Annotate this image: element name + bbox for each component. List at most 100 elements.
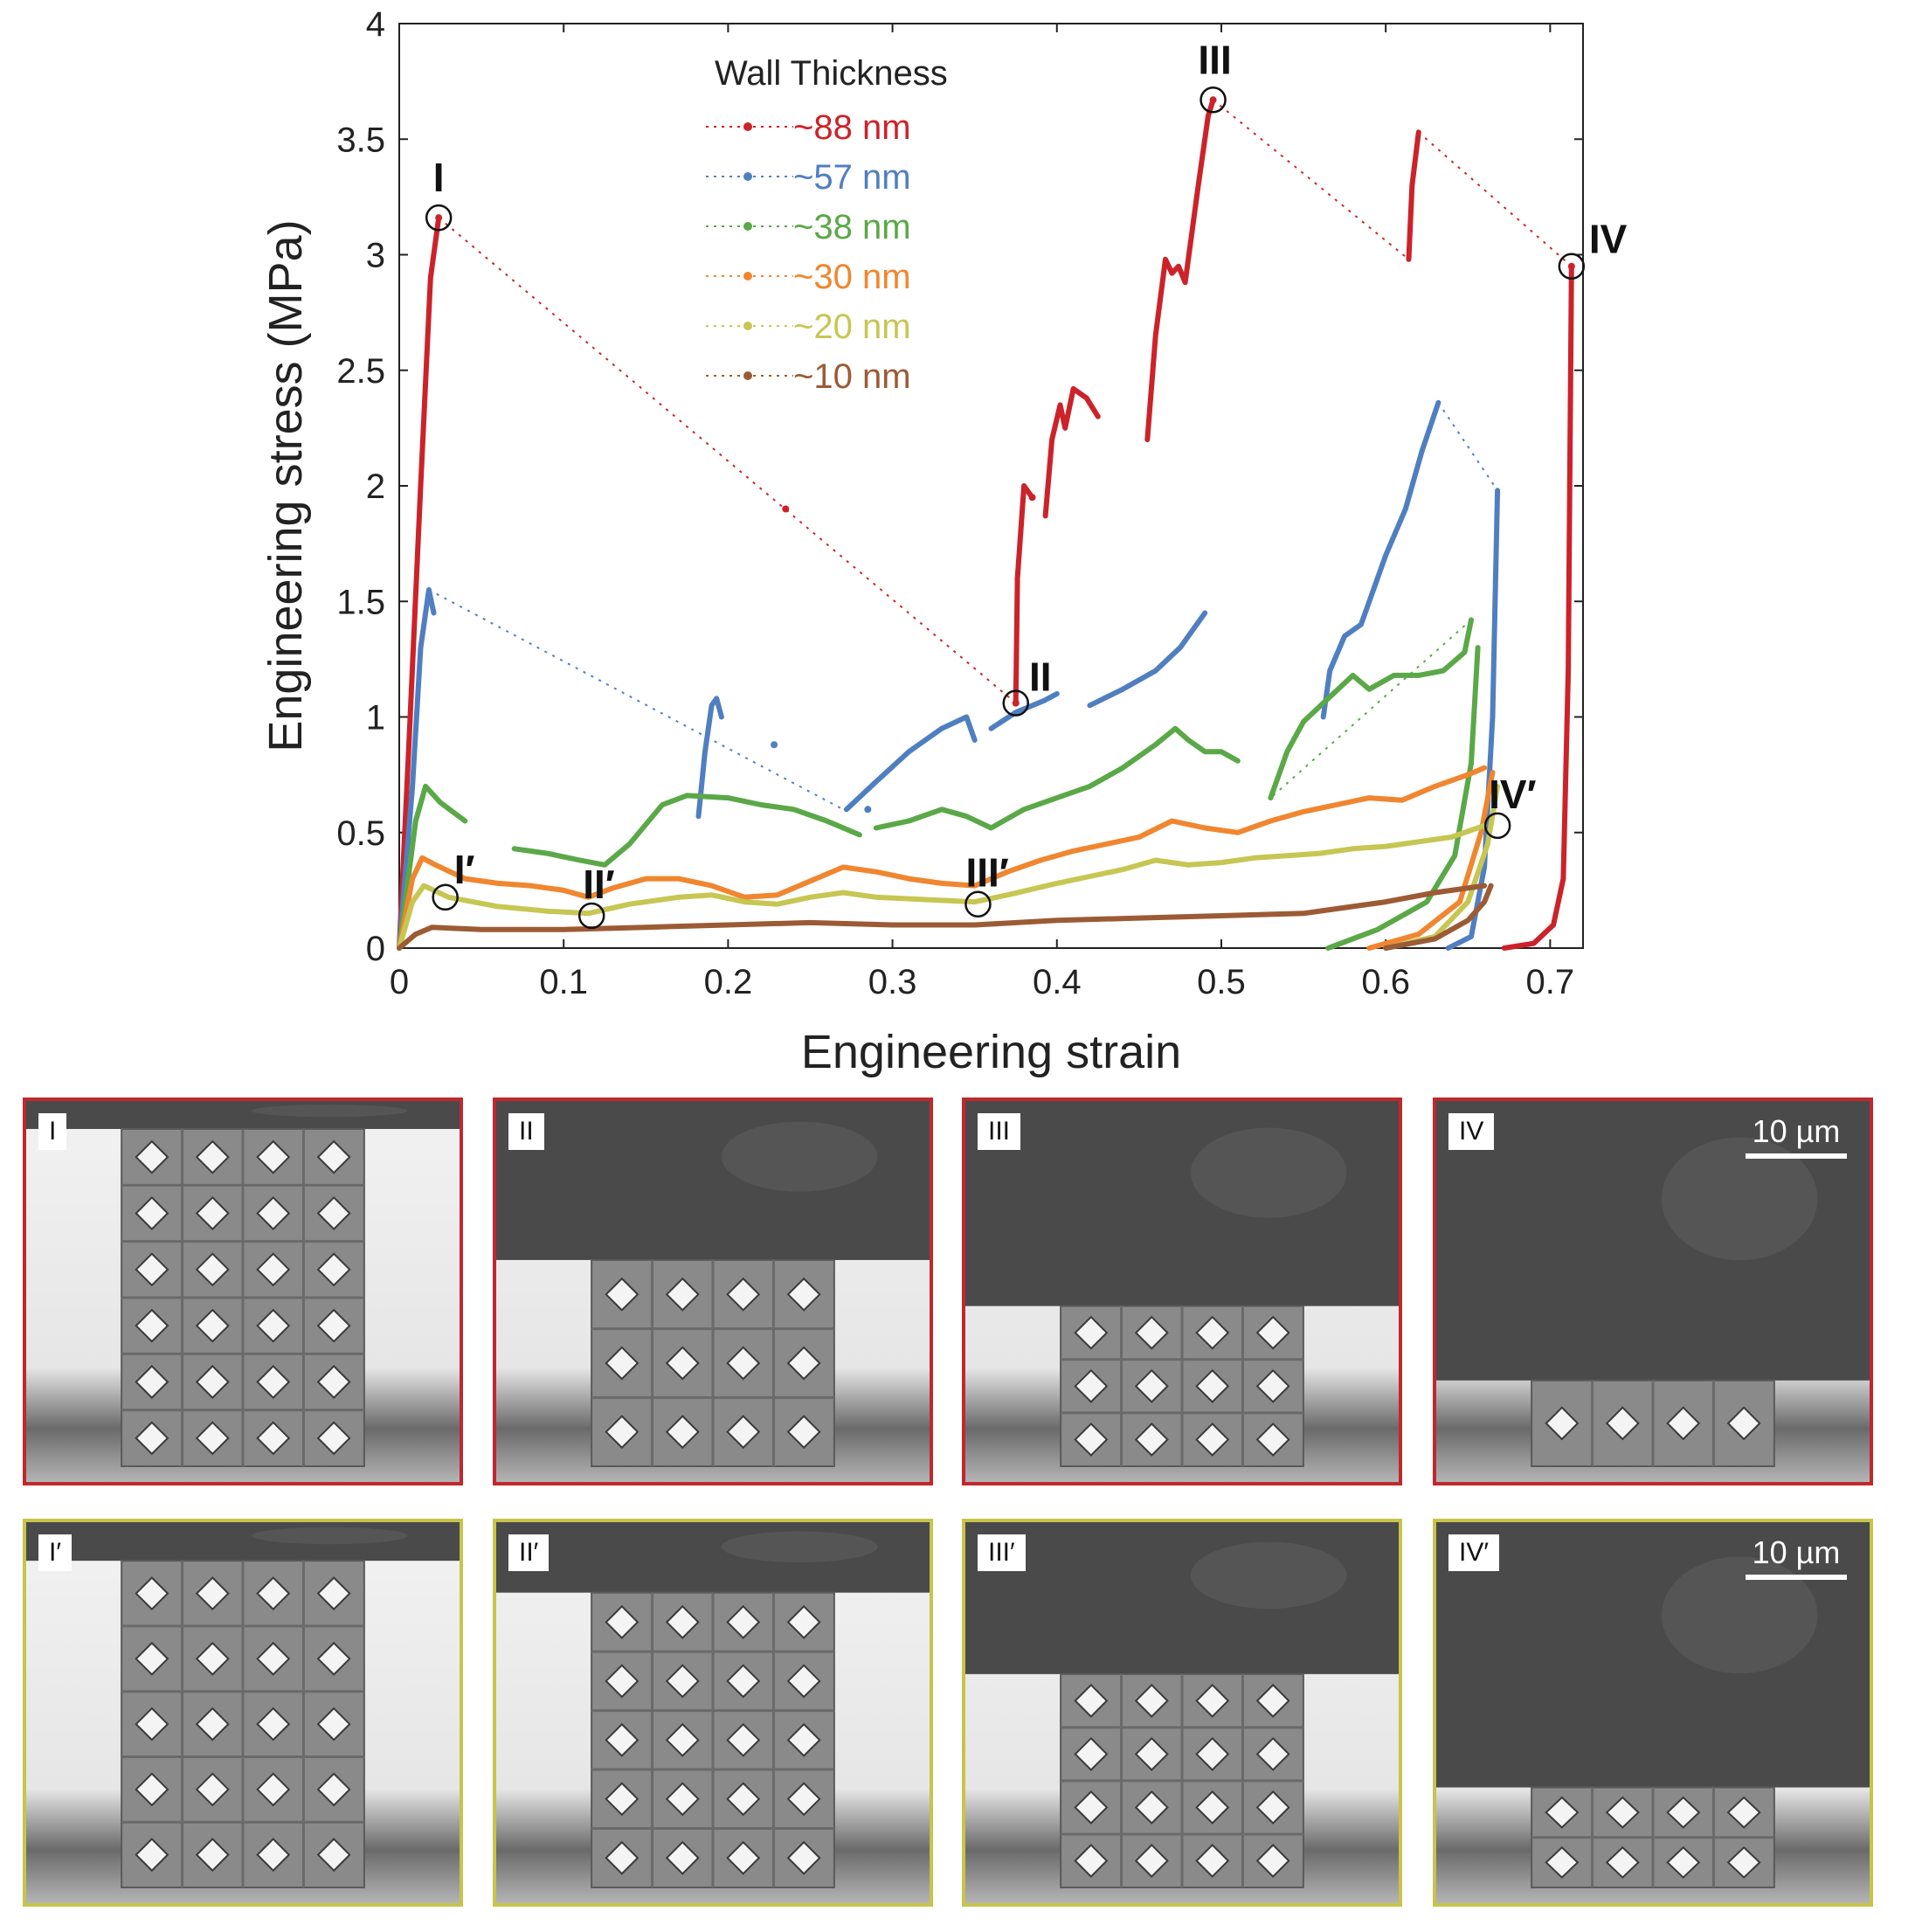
y-tick-label: 2 (366, 467, 385, 506)
x-tick-label: 0 (390, 963, 409, 1001)
lattice-cell (1255, 1844, 1290, 1878)
lattice-cell (726, 1277, 761, 1312)
legend-entry-label: ~57 nm (793, 158, 911, 197)
series-line-segment (1501, 263, 1574, 951)
scale-bar-line (1746, 1153, 1847, 1159)
series-line-segment (1406, 129, 1421, 262)
lattice-cell (135, 1421, 169, 1456)
plot-frame (398, 23, 1584, 949)
lattice-cell (1074, 1790, 1109, 1825)
sem-image (496, 1522, 930, 1903)
series-2 (397, 617, 1481, 951)
axes: 0 0.1 0.2 0.3 0.4 0.5 0.6 0.7 0 0.5 1 1.5 2 2.5 3 3.5 4 E… (259, 5, 1584, 1078)
legend-marker (743, 122, 752, 131)
lattice-cell (605, 1840, 640, 1875)
y-tick-label: 1 (366, 699, 385, 737)
lattice-cell (1195, 1844, 1230, 1878)
lattice-cell (316, 1308, 351, 1343)
x-tick-label: 0.6 (1361, 963, 1410, 1001)
series-line-segment (511, 793, 862, 868)
lattice-cell (135, 1139, 169, 1174)
platen-texture (1661, 1556, 1818, 1674)
legend-entry-label: ~20 nm (793, 308, 911, 346)
lattice-cell (1074, 1683, 1109, 1718)
lattice-cell (256, 1196, 291, 1230)
lattice-cell (316, 1772, 351, 1807)
lattice-cell (256, 1838, 291, 1873)
lattice-cell (665, 1722, 700, 1757)
lattice-cell (135, 1196, 169, 1230)
lattice-cell (195, 1139, 230, 1174)
lattice-cell (665, 1782, 700, 1817)
lattice-cell (1195, 1368, 1230, 1403)
series-line-segment (1383, 883, 1494, 951)
series-line-segment (1144, 97, 1216, 443)
indenter-platen (26, 1101, 460, 1129)
series-line-segment (397, 883, 1488, 951)
lattice-cell (605, 1604, 640, 1639)
series-line-segment (1383, 783, 1501, 951)
platen-texture (251, 1527, 408, 1545)
lattice-cell (195, 1252, 230, 1287)
series-line-segment (1087, 610, 1208, 709)
series-line-segment (1320, 399, 1442, 720)
lattice-cell (256, 1772, 291, 1807)
lattice-cell (786, 1604, 821, 1639)
lattice-cell (135, 1641, 169, 1676)
lattice-cell (256, 1252, 291, 1287)
lattice-cell (135, 1252, 169, 1287)
lattice-cell (605, 1782, 640, 1817)
series-lines (397, 96, 1575, 951)
annotation-label: I′ (454, 847, 475, 892)
lattice-cell (1195, 1736, 1230, 1771)
lattice-cell (1074, 1315, 1109, 1350)
lattice-cell (605, 1346, 640, 1381)
lattice-cell (256, 1139, 291, 1174)
annotation-circle (1558, 253, 1586, 280)
sem-image (965, 1522, 1399, 1903)
lattice-cell (195, 1365, 230, 1399)
lattice-cell (1726, 1845, 1761, 1879)
annotation-label: IV′ (1489, 772, 1537, 817)
lattice-cell (135, 1308, 169, 1343)
indenter-platen (965, 1522, 1399, 1674)
lattice-cell (256, 1421, 291, 1456)
lattice-cell (1726, 1796, 1761, 1829)
lattice-cell (316, 1365, 351, 1399)
indenter-platen (26, 1522, 460, 1562)
lattice-cell (1666, 1796, 1701, 1829)
lattice-cell (665, 1604, 700, 1639)
lattice-cell (256, 1576, 291, 1611)
lattice-cell (726, 1840, 761, 1875)
scale-bar: 10 µm (1735, 1534, 1857, 1580)
lattice-cell (1134, 1736, 1169, 1771)
lattice-cell (1605, 1796, 1640, 1829)
series-line-segment (1013, 483, 1035, 706)
lattice-cell (726, 1346, 761, 1381)
lattice-cell (1074, 1736, 1109, 1771)
panel-label: IV′ (1448, 1534, 1499, 1571)
x-tick-label: 0.5 (1197, 963, 1246, 1001)
lattice-cell (316, 1838, 351, 1873)
lattice-cell (195, 1196, 230, 1230)
series-point (435, 214, 443, 222)
sem-image (1436, 1522, 1870, 1903)
lattice-cell (1545, 1796, 1580, 1829)
lattice-cell (256, 1707, 291, 1742)
sem-panel-top-4: IV 10 µm (1433, 1098, 1873, 1485)
lattice-cell (316, 1139, 351, 1174)
sem-panel-bottom-3: III′ (962, 1519, 1402, 1907)
lattice-cell (726, 1722, 761, 1757)
x-tick-label: 0.2 (704, 963, 753, 1001)
lattice-cell (665, 1664, 700, 1699)
lattice-cell (195, 1421, 230, 1456)
lattice-cell (1545, 1845, 1580, 1879)
lattice-cell (665, 1346, 700, 1381)
lattice-cell (786, 1346, 821, 1381)
series-5 (397, 883, 1494, 951)
lattice-cell (605, 1722, 640, 1757)
sem-image (26, 1522, 460, 1903)
panel-label: II′ (508, 1534, 550, 1571)
y-tick-label: 4 (366, 5, 385, 44)
